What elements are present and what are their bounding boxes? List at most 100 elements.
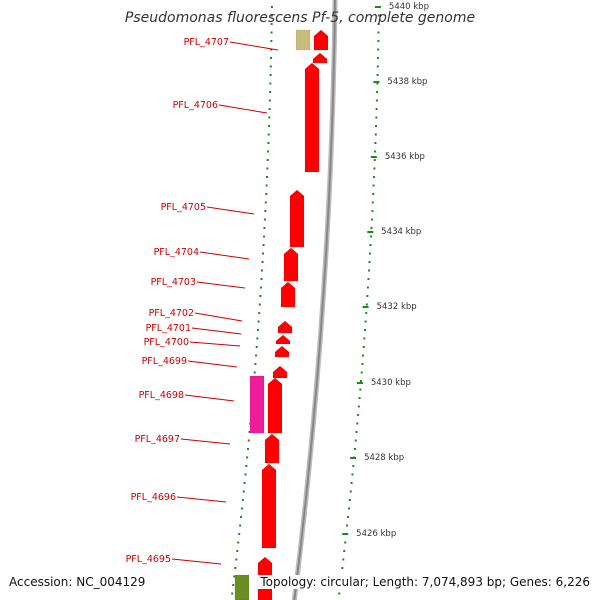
gene-arrow	[312, 52, 328, 64]
inner-ring-dot	[255, 354, 258, 357]
inner-ring-dot	[270, 48, 273, 51]
inner-ring-dot	[236, 550, 239, 552]
scale-label: 5428 kbp	[364, 453, 404, 463]
outer-ring-dot	[373, 167, 376, 170]
inner-ring-dot	[255, 346, 258, 348]
outer-ring-dot	[365, 312, 368, 314]
gene-label: PFL_4699	[142, 356, 187, 367]
gene-label: PFL_4703	[151, 277, 196, 288]
inner-ring-dot	[248, 431, 251, 433]
inner-ring-dot	[232, 584, 235, 586]
gene-arrow	[277, 320, 293, 334]
gene-arrow	[264, 433, 280, 464]
outer-ring-dot	[347, 507, 350, 510]
scale-ticks: 5440 kbp 5438 kbp 5436 kbp 5434 kbp 5432 kbp…	[342, 2, 429, 539]
outer-ring-dot	[346, 524, 349, 527]
outer-ring-dot	[369, 244, 372, 246]
outer-ring-dot	[342, 558, 345, 561]
inner-ring-dot	[262, 244, 265, 246]
outer-ring-dot	[363, 337, 366, 340]
outer-ring-dot	[372, 184, 375, 187]
outer-ring-dot	[360, 380, 363, 382]
outer-ring-dot	[377, 57, 380, 59]
inner-ring-dot	[268, 108, 271, 110]
scale-tick	[356, 382, 363, 384]
scale-label: 5432 kbp	[377, 302, 417, 312]
gene-arrow	[274, 345, 290, 358]
outer-ring-dot	[349, 490, 352, 493]
leader-line	[196, 281, 246, 289]
outer-ring-dot	[377, 48, 380, 51]
outer-ring-dot	[353, 448, 356, 450]
outer-ring-dot	[352, 465, 355, 467]
inner-ring-dot	[256, 337, 259, 340]
inner-ring-dot	[270, 31, 273, 34]
scale-tick	[374, 6, 381, 8]
accession-label: Accession: NC_004129	[7, 575, 148, 589]
inner-ring-dot	[269, 82, 272, 85]
inner-ring-dot	[245, 465, 248, 467]
scale-tick	[342, 533, 349, 535]
inner-ring-dot	[238, 533, 241, 535]
outer-ring-dot	[366, 286, 369, 289]
outer-ring-dot	[364, 320, 367, 323]
inner-ring-dot	[246, 456, 249, 459]
inner-ring-dot	[267, 150, 270, 153]
scale-tick	[362, 306, 369, 308]
outer-ring-dot	[375, 99, 378, 102]
inner-ring-dot	[241, 499, 244, 501]
map-title: Pseudomonas fluorescens Pf-5, complete g…	[124, 10, 476, 26]
backbone-core	[293, 0, 336, 600]
inner-ring-dot	[259, 286, 262, 289]
inner-ring-dot	[244, 473, 247, 476]
inner-ring-dot	[258, 312, 261, 314]
outer-ring-dot	[371, 201, 374, 204]
inner-ring-dot	[247, 439, 250, 442]
gene-label: PFL_4698	[139, 390, 184, 401]
outer-dotted-ring	[338, 6, 380, 595]
outer-ring-dot	[359, 388, 362, 391]
outer-ring-dot	[374, 142, 377, 144]
outer-ring-dot	[341, 567, 344, 569]
outer-ring-dot	[377, 14, 380, 17]
outer-ring-dot	[356, 422, 359, 425]
inner-ring-dot	[257, 320, 260, 323]
inner-ring-dot	[268, 99, 271, 102]
gene-arrow	[280, 281, 296, 308]
scale-tick	[350, 457, 357, 459]
gene-arrow	[267, 377, 283, 434]
outer-ring-dot	[377, 23, 380, 25]
outer-ring-dot	[373, 176, 376, 178]
leader-line	[218, 104, 268, 114]
scale-label: 5438 kbp	[387, 77, 427, 87]
outer-ring-dot	[354, 439, 357, 442]
outer-ring-dot	[376, 74, 379, 76]
inner-ring-dot	[270, 6, 273, 8]
inner-ring-dot	[260, 278, 263, 280]
inner-ring-dot	[254, 363, 257, 365]
inner-ring-dot	[263, 235, 266, 238]
inner-ring-dot	[261, 269, 264, 272]
inner-ring-dot	[266, 176, 269, 178]
gene-label: PFL_4696	[131, 492, 176, 503]
outer-ring-dot	[375, 125, 378, 127]
leader-line	[194, 312, 243, 322]
gene-pink-box	[249, 375, 265, 434]
inner-ring-dot	[269, 91, 272, 93]
gene-label: PFL_4697	[135, 434, 180, 445]
gene-arrow	[304, 62, 320, 173]
outer-ring-dot	[338, 592, 341, 595]
inner-ring-dot	[270, 57, 273, 59]
inner-ring-dot	[269, 65, 272, 68]
inner-ring-dot	[233, 575, 236, 578]
outer-ring-dot	[362, 354, 365, 357]
gene-olive-top	[295, 29, 311, 51]
outer-ring-dot	[358, 397, 361, 399]
gene-arrow	[283, 247, 299, 282]
outer-ring-dot	[347, 516, 350, 518]
inner-ring-dot	[267, 133, 270, 136]
leader-line	[189, 341, 241, 347]
outer-ring-dot	[357, 405, 360, 408]
outer-ring-dot	[370, 227, 373, 229]
leader-line	[176, 496, 227, 503]
